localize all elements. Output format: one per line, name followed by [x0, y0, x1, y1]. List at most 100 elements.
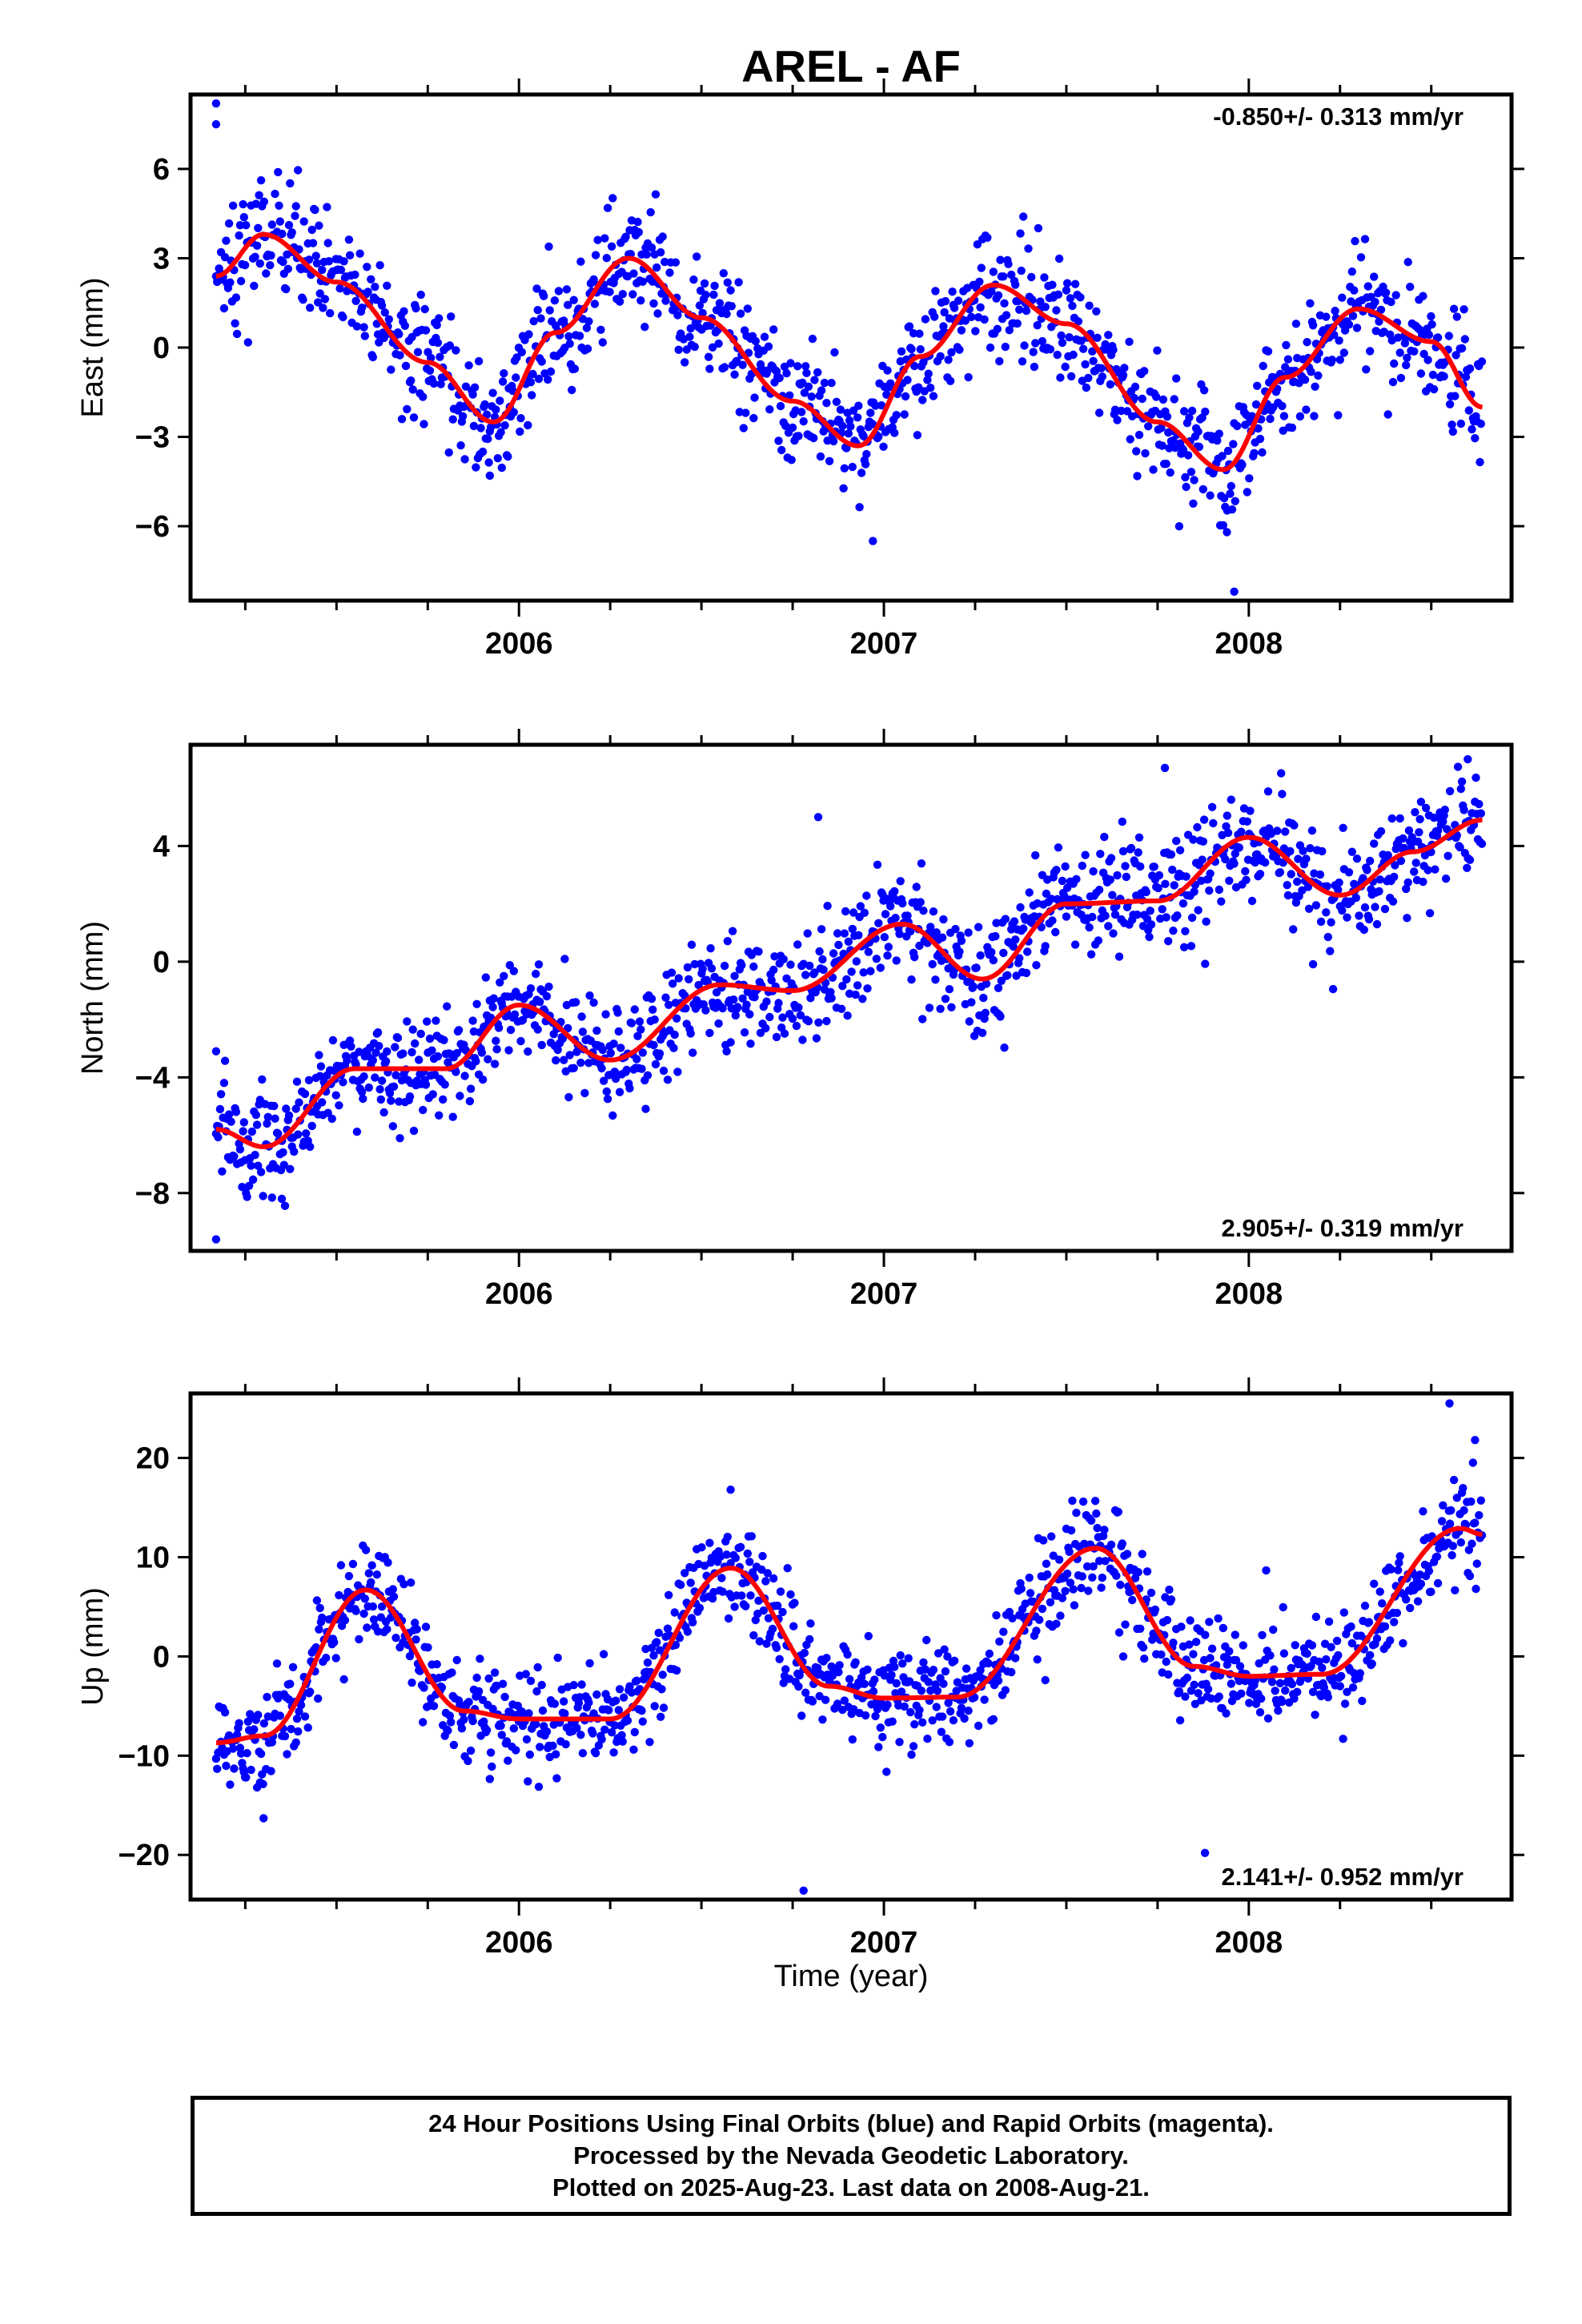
- data-point: [484, 1674, 493, 1683]
- data-point: [256, 1168, 266, 1176]
- data-point: [263, 1112, 272, 1122]
- data-point: [509, 1724, 518, 1733]
- data-point: [750, 393, 759, 402]
- data-point: [1114, 1507, 1123, 1517]
- data-point: [658, 1671, 667, 1679]
- data-point: [1011, 280, 1020, 289]
- data-point: [924, 369, 933, 378]
- data-point: [658, 232, 667, 241]
- data-point: [654, 1628, 663, 1638]
- data-point: [883, 1700, 892, 1709]
- data-point: [1291, 898, 1301, 907]
- data-point: [429, 379, 439, 388]
- data-point: [802, 368, 811, 377]
- data-point: [476, 1655, 484, 1663]
- data-point: [1468, 1539, 1476, 1548]
- data-point: [1138, 394, 1146, 404]
- data-point: [448, 415, 457, 424]
- data-point: [335, 1101, 343, 1110]
- data-point: [1213, 436, 1222, 445]
- data-point: [251, 252, 259, 261]
- data-point: [496, 1721, 505, 1731]
- data-point: [978, 1028, 987, 1038]
- data-point: [1046, 1598, 1055, 1607]
- data-point: [1394, 1566, 1403, 1574]
- data-point: [500, 421, 509, 430]
- data-point: [632, 1055, 641, 1063]
- data-point: [286, 1164, 295, 1174]
- data-point: [649, 299, 658, 308]
- outlier-point: [277, 1194, 287, 1204]
- data-point: [1269, 1625, 1278, 1634]
- data-point: [1047, 1532, 1056, 1541]
- plot-frame: [188, 92, 1514, 603]
- data-point: [1070, 1601, 1079, 1610]
- data-point: [1308, 1687, 1318, 1696]
- data-point: [1199, 386, 1209, 395]
- data-point: [1311, 382, 1319, 391]
- data-point: [1052, 866, 1061, 875]
- data-point: [611, 1074, 620, 1084]
- data-point: [873, 860, 882, 870]
- data-point: [807, 392, 816, 401]
- data-point: [1207, 1694, 1216, 1703]
- data-point: [364, 1083, 373, 1092]
- data-point: [665, 268, 674, 277]
- data-point: [1054, 254, 1064, 263]
- data-point: [1376, 305, 1386, 314]
- data-point: [822, 399, 831, 408]
- data-point: [1289, 925, 1298, 934]
- data-point: [307, 1121, 316, 1131]
- data-point: [888, 1717, 897, 1726]
- data-point: [400, 321, 409, 330]
- data-point: [1069, 1585, 1078, 1594]
- x-tick-label: 2008: [1215, 627, 1283, 661]
- data-point: [723, 278, 732, 287]
- data-point: [1261, 858, 1270, 867]
- data-point: [967, 312, 976, 321]
- data-point: [989, 955, 998, 965]
- data-point: [486, 1748, 496, 1757]
- data-point: [380, 308, 389, 317]
- data-point: [1052, 306, 1061, 315]
- data-point: [903, 911, 912, 920]
- data-point: [230, 1764, 239, 1773]
- outlier-point: [1471, 1436, 1480, 1445]
- data-point: [1116, 1580, 1125, 1590]
- data-point: [478, 447, 488, 456]
- data-point: [343, 1056, 351, 1065]
- data-point: [1177, 1622, 1186, 1631]
- data-point: [359, 323, 368, 332]
- data-point: [1447, 420, 1456, 429]
- data-point: [1364, 915, 1374, 924]
- data-point: [1157, 1650, 1166, 1659]
- data-point: [1118, 817, 1127, 826]
- data-point: [1106, 854, 1116, 862]
- data-point: [602, 1087, 611, 1096]
- data-point: [992, 919, 1001, 927]
- data-point: [985, 1649, 994, 1659]
- data-point: [421, 326, 431, 335]
- data-point: [529, 316, 538, 326]
- data-point: [1066, 1578, 1075, 1587]
- data-point: [548, 1741, 557, 1751]
- data-point: [1182, 872, 1191, 881]
- data-point: [413, 348, 423, 356]
- data-point: [1366, 347, 1375, 356]
- y-tick-label: −10: [118, 1739, 170, 1773]
- data-point: [444, 448, 453, 457]
- data-point: [1457, 344, 1467, 353]
- data-point: [1179, 407, 1189, 416]
- data-point: [1371, 903, 1379, 911]
- data-point: [367, 1561, 376, 1570]
- data-point: [1069, 350, 1078, 360]
- data-point: [1290, 821, 1299, 830]
- data-point: [922, 1635, 931, 1645]
- data-point: [447, 1718, 456, 1727]
- data-point: [393, 1033, 403, 1043]
- data-point: [1169, 927, 1178, 935]
- data-point: [765, 1012, 774, 1022]
- data-point: [272, 1659, 282, 1668]
- data-point: [1339, 1735, 1347, 1743]
- data-point: [1311, 1711, 1319, 1719]
